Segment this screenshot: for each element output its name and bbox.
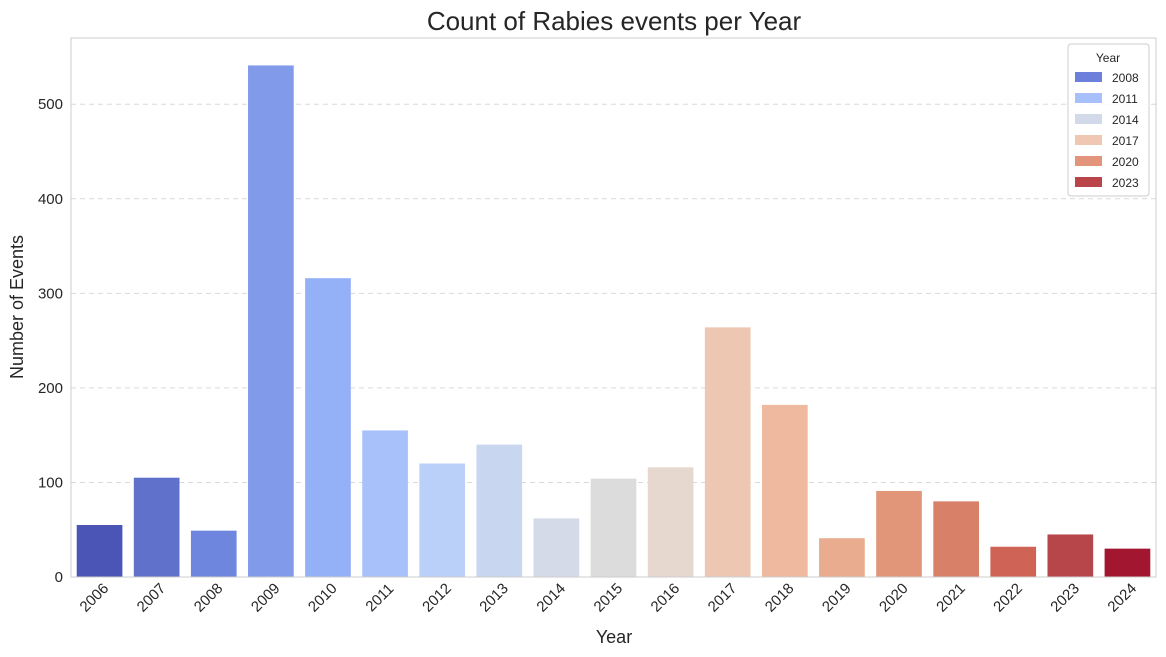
x-tick-label: 2014 (533, 580, 569, 616)
legend-label: 2017 (1112, 134, 1139, 148)
x-tick-label: 2017 (705, 580, 741, 616)
bars (76, 65, 1151, 578)
legend-items: 2008 2011 2014 2017 2020 2023 (1075, 71, 1139, 190)
bar-2024 (1104, 548, 1151, 577)
legend: Year 2008 2011 2014 2017 2020 2023 (1067, 43, 1150, 197)
bar-2023 (1047, 534, 1094, 577)
legend-label: 2011 (1112, 92, 1138, 106)
legend-swatch (1075, 156, 1102, 166)
y-tick-label: 500 (38, 96, 63, 113)
bar-2012 (419, 463, 466, 577)
bar-2009 (248, 65, 294, 578)
x-tick-label: 2013 (476, 580, 512, 616)
legend-swatch (1075, 72, 1102, 82)
x-tick-label: 2016 (648, 580, 684, 616)
legend-label: 2023 (1112, 176, 1139, 190)
bar-2021 (933, 501, 979, 577)
x-ticks: 2006 2007 2008 2009 2010 2011 2012 2013 2014 2015… (77, 580, 1141, 616)
x-tick-label: 2011 (362, 580, 397, 615)
y-tick-label: 100 (38, 474, 63, 491)
bar-2011 (362, 430, 408, 577)
bar-2018 (761, 404, 808, 577)
x-tick-label: 2021 (933, 580, 969, 616)
legend-label: 2008 (1112, 71, 1139, 85)
bar-2022 (990, 546, 1037, 577)
y-ticks: 0 100 200 300 400 500 (38, 96, 63, 586)
bar-2015 (590, 478, 637, 577)
legend-swatch (1075, 114, 1102, 124)
bar-2020 (876, 490, 922, 577)
legend-swatch (1075, 93, 1102, 103)
x-tick-label: 2006 (77, 580, 113, 616)
bar-2006 (76, 524, 123, 577)
gridlines (71, 103, 1156, 483)
x-tick-label: 2020 (876, 580, 912, 616)
legend-title: Year (1096, 51, 1120, 65)
legend-label: 2020 (1112, 155, 1139, 169)
bar-2019 (819, 538, 865, 577)
bar-2013 (476, 444, 523, 577)
y-axis-label: Number of Events (7, 235, 27, 379)
x-tick-label: 2024 (1104, 580, 1140, 616)
y-tick-label: 400 (38, 191, 63, 208)
bar-2010 (305, 278, 351, 577)
bar-2014 (533, 518, 580, 577)
x-axis-label: Year (596, 627, 632, 647)
bar-2007 (133, 477, 180, 577)
legend-label: 2014 (1112, 113, 1139, 127)
bar-2008 (190, 530, 237, 577)
y-tick-label: 200 (38, 380, 63, 397)
x-tick-label: 2010 (305, 580, 341, 616)
plot-frame (70, 37, 1157, 578)
x-tick-label: 2015 (591, 580, 627, 616)
legend-swatch (1075, 135, 1102, 145)
x-tick-label: 2012 (419, 580, 455, 616)
x-tick-label: 2019 (819, 580, 855, 616)
x-tick-label: 2007 (134, 580, 170, 616)
bar-2017 (704, 327, 751, 577)
chart-title: Count of Rabies events per Year (427, 6, 802, 36)
x-tick-label: 2022 (990, 580, 1026, 616)
y-tick-label: 0 (55, 569, 63, 586)
y-tick-label: 300 (38, 285, 63, 302)
x-tick-label: 2009 (248, 580, 284, 616)
x-tick-label: 2018 (762, 580, 798, 616)
bar-2016 (647, 467, 694, 577)
x-tick-label: 2023 (1047, 580, 1083, 616)
x-tick-label: 2008 (191, 580, 227, 616)
legend-swatch (1075, 177, 1102, 187)
